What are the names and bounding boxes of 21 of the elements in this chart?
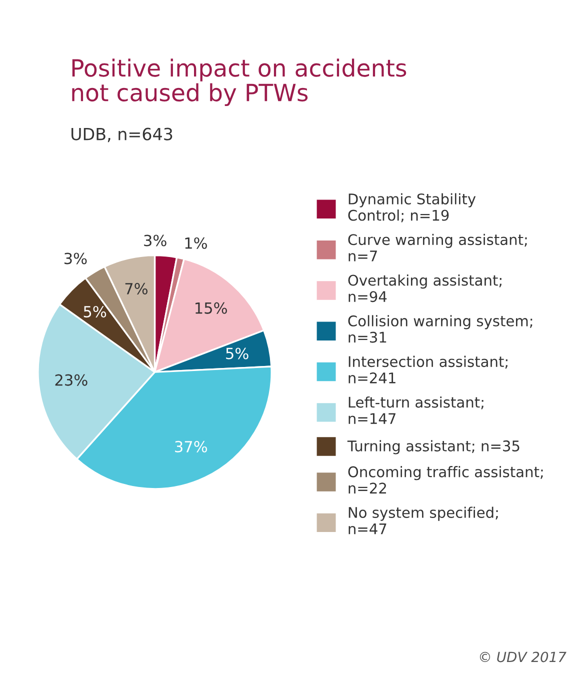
data-label: 23%	[55, 374, 88, 386]
legend-label: Dynamic Stability Control; n=19	[348, 193, 476, 222]
data-label: 5%	[84, 306, 106, 318]
chart-subtitle: UDB, n=643	[72, 128, 172, 142]
legend-label: Overtaking assistant; n=94	[348, 274, 502, 302]
data-label: 15%	[196, 302, 227, 314]
legend-label: Turning assistant; n=35	[347, 440, 520, 454]
legend-label: Oncoming traffic assistant; n=22	[348, 466, 543, 494]
data-label: 7%	[125, 282, 148, 294]
chart-title: Positive impact on accidents not caused by PTWs	[72, 58, 406, 106]
legend-label: Curve warning assistant; n=7	[348, 234, 527, 262]
data-label: 5%	[226, 348, 248, 360]
legend-label: Collision warning system; n=31	[348, 315, 532, 343]
text: © UDV 2017	[480, 652, 566, 662]
data-label: 37%	[175, 440, 208, 452]
legend-label: Intersection assistant; n=241	[348, 356, 508, 384]
data-label: 3%	[64, 252, 87, 264]
data-label: 3%	[144, 234, 166, 246]
legend-label: No system specified; n=47	[348, 506, 498, 534]
data-label: 1%	[185, 237, 207, 249]
legend-label: Left-turn assistant; n=147	[348, 396, 484, 424]
